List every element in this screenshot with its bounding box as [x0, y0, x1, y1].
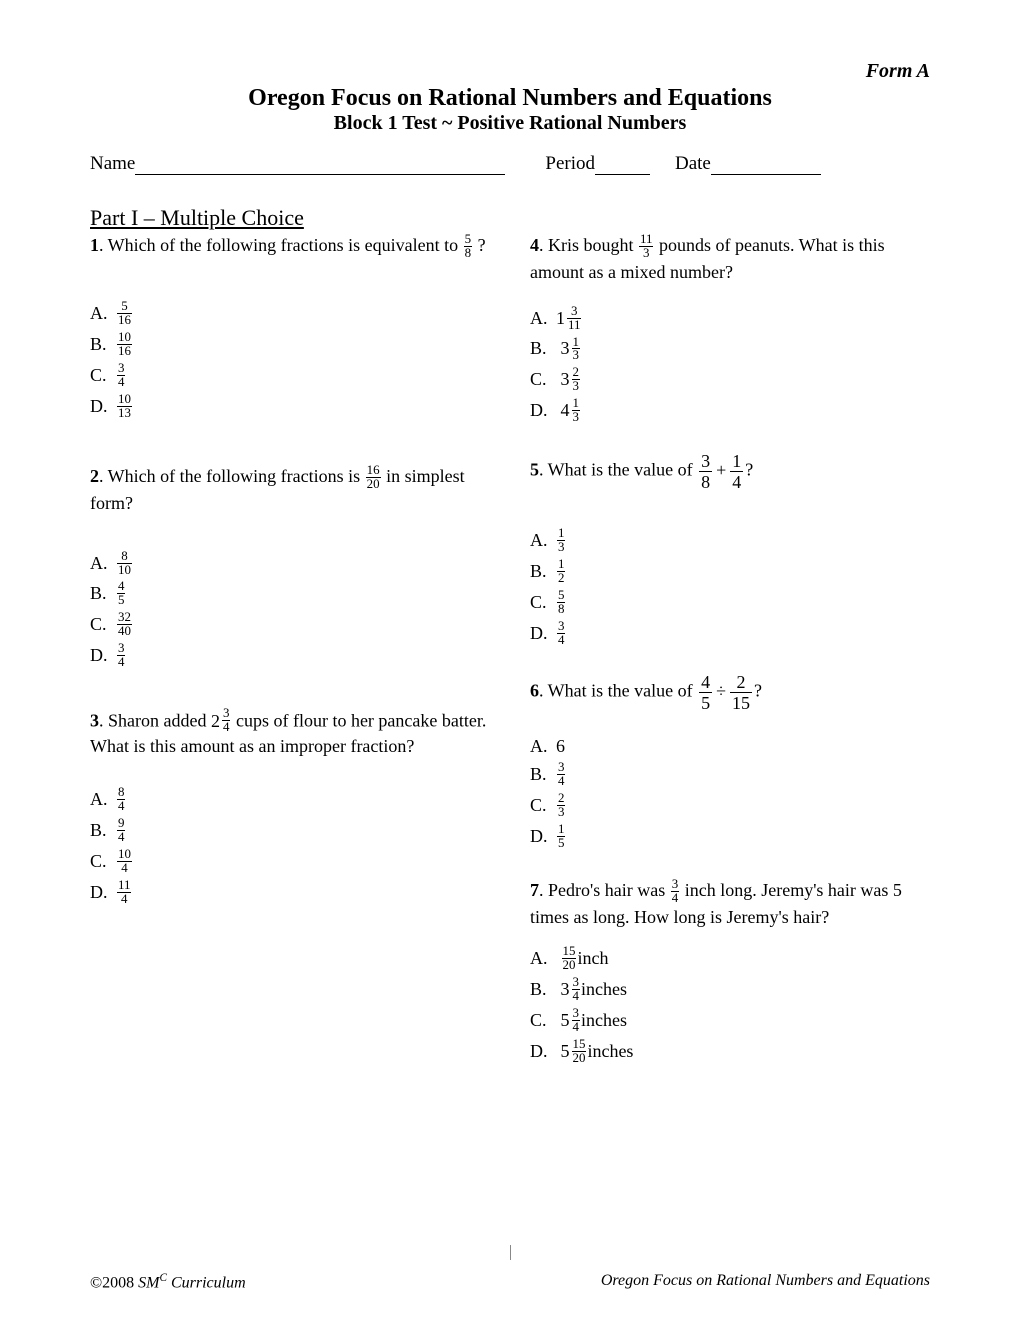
form-label: Form A — [90, 60, 930, 83]
center-divider — [510, 1245, 511, 1260]
footer: ©2008 SMC Curriculum Oregon Focus on Rat… — [90, 1272, 930, 1292]
right-column: 4. Kris bought 113 pounds of peanuts. Wh… — [530, 233, 930, 1091]
q6-choices: A.6 B.34 C.23 D.15 — [530, 736, 930, 850]
name-blank[interactable] — [135, 153, 505, 175]
date-label: Date — [675, 153, 711, 175]
q7-text: 7. Pedro's hair was 34 inch long. Jeremy… — [530, 878, 930, 930]
page-title: Oregon Focus on Rational Numbers and Equ… — [90, 85, 930, 112]
q2-choice-d[interactable]: D.34 — [90, 642, 490, 669]
q7-choice-a[interactable]: A. 1520 inch — [530, 945, 930, 972]
columns: 1. Which of the following fractions is e… — [90, 233, 930, 1091]
q7-choice-d[interactable]: D. 51520 inches — [530, 1038, 930, 1065]
q6-choice-b[interactable]: B.34 — [530, 761, 930, 788]
q5-text: 5. What is the value of 38+14? — [530, 452, 930, 491]
question-3: 3. Sharon added 234 cups of flour to her… — [90, 707, 490, 906]
q4-choice-c[interactable]: C. 323 — [530, 366, 930, 393]
question-5: 5. What is the value of 38+14? A.13 B.12… — [530, 452, 930, 647]
q1-choice-a[interactable]: A.516 — [90, 300, 490, 327]
q2-choice-b[interactable]: B.45 — [90, 580, 490, 607]
q3-choice-c[interactable]: C.104 — [90, 848, 490, 875]
question-7: 7. Pedro's hair was 34 inch long. Jeremy… — [530, 878, 930, 1065]
q4-choice-d[interactable]: D. 413 — [530, 397, 930, 424]
q2-choice-c[interactable]: C.3240 — [90, 611, 490, 638]
q3-choice-d[interactable]: D.114 — [90, 879, 490, 906]
q7-choices: A. 1520 inch B. 334 inches C. 534 inches… — [530, 945, 930, 1065]
q5-choice-c[interactable]: C.58 — [530, 589, 930, 616]
q4-choice-a[interactable]: A.1311 — [530, 305, 930, 332]
q4-text: 4. Kris bought 113 pounds of peanuts. Wh… — [530, 233, 930, 285]
question-1: 1. Which of the following fractions is e… — [90, 233, 490, 420]
section-title: Part I – Multiple Choice — [90, 205, 930, 231]
footer-left: ©2008 SMC Curriculum — [90, 1272, 246, 1292]
period-blank[interactable] — [595, 153, 650, 175]
q5-choices: A.13 B.12 C.58 D.34 — [530, 527, 930, 647]
q3-choices: A.84 B.94 C.104 D.114 — [90, 786, 490, 906]
q7-choice-c[interactable]: C. 534 inches — [530, 1007, 930, 1034]
q1-choices: A.516 B.1016 C.34 D.1013 — [90, 300, 490, 420]
worksheet-page: Form A Oregon Focus on Rational Numbers … — [0, 0, 1020, 1320]
q5-choice-b[interactable]: B.12 — [530, 558, 930, 585]
left-column: 1. Which of the following fractions is e… — [90, 233, 490, 1091]
q4-choice-b[interactable]: B. 313 — [530, 336, 930, 363]
q7-choice-b[interactable]: B. 334 inches — [530, 976, 930, 1003]
question-6: 6. What is the value of 45÷215? A.6 B.34… — [530, 673, 930, 850]
q4-choices: A.1311 B. 313 C. 323 D. 413 — [530, 305, 930, 425]
q2-choices: A.810 B.45 C.3240 D.34 — [90, 550, 490, 670]
student-info-line: Name Period Date — [90, 153, 930, 175]
q2-choice-a[interactable]: A.810 — [90, 550, 490, 577]
q1-choice-d[interactable]: D.1013 — [90, 393, 490, 420]
q3-choice-a[interactable]: A.84 — [90, 786, 490, 813]
period-label: Period — [545, 153, 595, 175]
q3-choice-b[interactable]: B.94 — [90, 817, 490, 844]
date-blank[interactable] — [711, 153, 821, 175]
question-4: 4. Kris bought 113 pounds of peanuts. Wh… — [530, 233, 930, 424]
footer-right: Oregon Focus on Rational Numbers and Equ… — [601, 1272, 930, 1292]
question-2: 2. Which of the following fractions is 1… — [90, 464, 490, 669]
page-subtitle: Block 1 Test ~ Positive Rational Numbers — [90, 112, 930, 135]
q1-choice-c[interactable]: C.34 — [90, 362, 490, 389]
q6-choice-d[interactable]: D.15 — [530, 823, 930, 850]
q6-choice-c[interactable]: C.23 — [530, 792, 930, 819]
q6-choice-a[interactable]: A.6 — [530, 736, 930, 757]
q3-text: 3. Sharon added 234 cups of flour to her… — [90, 707, 490, 758]
q2-text: 2. Which of the following fractions is 1… — [90, 464, 490, 516]
name-label: Name — [90, 153, 135, 175]
q6-text: 6. What is the value of 45÷215? — [530, 673, 930, 712]
q1-choice-b[interactable]: B.1016 — [90, 331, 490, 358]
q1-text: 1. Which of the following fractions is e… — [90, 233, 490, 260]
q5-choice-d[interactable]: D.34 — [530, 620, 930, 647]
q5-choice-a[interactable]: A.13 — [530, 527, 930, 554]
